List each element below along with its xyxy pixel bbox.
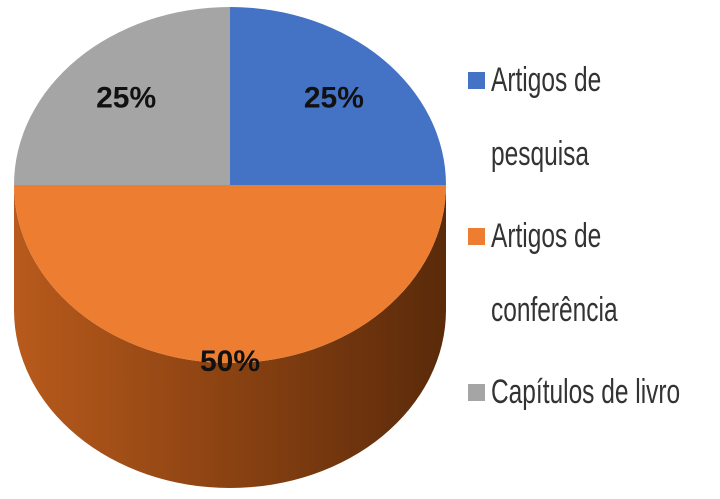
legend: Artigos de pesquisa Artigos de conferênci… bbox=[468, 43, 720, 437]
legend-item: Artigos de conferência bbox=[468, 199, 720, 347]
slice bbox=[14, 7, 230, 185]
legend-item: Artigos de pesquisa bbox=[468, 43, 720, 191]
slice bbox=[230, 7, 446, 185]
legend-item: Capítulos de livro bbox=[468, 355, 720, 429]
legend-label: Artigos de conferência bbox=[491, 217, 618, 329]
data-label: 50% bbox=[200, 345, 260, 378]
slice-side bbox=[14, 185, 446, 488]
legend-swatch bbox=[468, 384, 485, 401]
legend-label: Capítulos de livro bbox=[491, 373, 681, 411]
data-label: 25% bbox=[304, 81, 364, 114]
legend-label: Artigos de pesquisa bbox=[491, 61, 602, 173]
slice bbox=[14, 185, 446, 363]
pie: 25% 50% 25% bbox=[14, 7, 446, 488]
legend-swatch bbox=[468, 72, 485, 89]
data-label: 25% bbox=[96, 81, 156, 114]
legend-swatch bbox=[468, 228, 485, 245]
